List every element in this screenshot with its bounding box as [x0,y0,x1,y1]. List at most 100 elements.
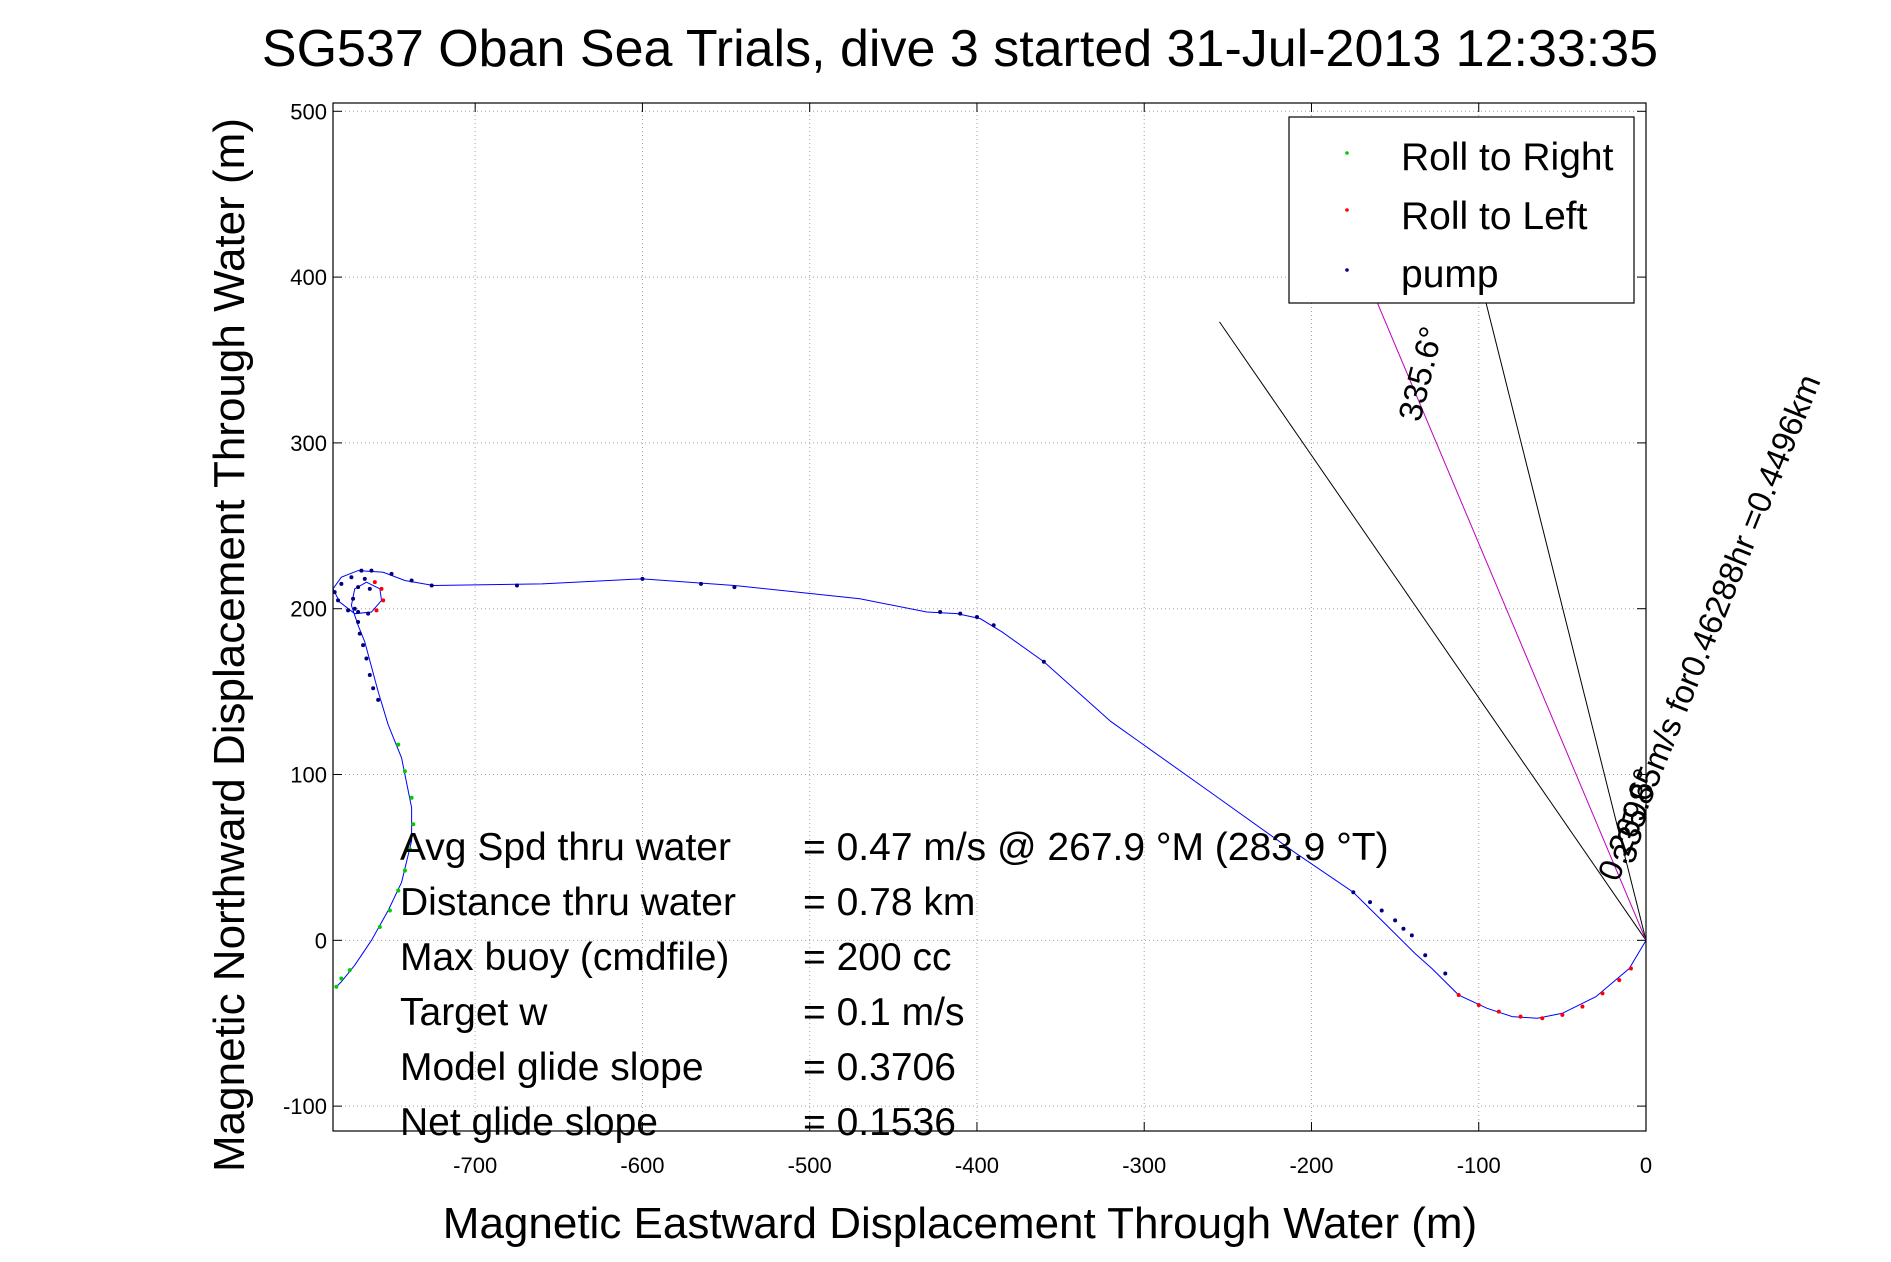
pump-point [371,686,376,691]
pump-point [357,631,362,636]
annotation-value-distance: = 0.78 km [803,881,975,924]
roll-right-point [347,968,352,973]
pump-point [1393,918,1398,923]
pump-point [351,596,356,601]
legend-label-roll-right: Roll to Right [1401,136,1614,179]
roll-left-point [1518,1014,1523,1019]
roll-left-point [381,598,386,603]
data-points [332,568,1633,1021]
annotation-label-target-w: Target w [400,991,548,1034]
grid-lines [333,103,1646,1131]
roll-right-point [387,908,392,913]
annotation-label-max-buoy: Max buoy (cmdfile) [400,936,729,979]
annotation-value-avg-speed: = 0.47 m/s @ 267.9 °M (283.9 °T) [803,826,1389,869]
reference-lines [1219,273,1647,941]
roll-right-point [396,888,401,893]
pump-point [362,576,367,581]
pump-point [366,611,371,616]
annotation-label-net-glide-slope: Net glide slope [400,1101,658,1144]
chart-title: SG537 Oban Sea Trials, dive 3 started 31… [262,20,1658,78]
roll-right-point [377,925,382,930]
x-tick-label: -500 [788,1153,832,1178]
pump-point [359,568,364,573]
pump-point [698,581,703,586]
roll-left-point [1560,1012,1565,1017]
x-axis-label: Magnetic Eastward Displacement Through W… [443,1199,1477,1248]
pump-point [367,673,372,678]
x-tick-label: -700 [453,1153,497,1178]
y-tick-label: 400 [290,265,327,290]
pump-point [356,619,361,624]
pump-point [409,578,414,583]
legend-label-pump: pump [1401,253,1499,296]
pump-point [1041,659,1046,664]
roll-left-point [374,608,379,613]
x-tick-label: -300 [1122,1153,1166,1178]
roll-right-point [402,868,407,873]
x-tick-label: -400 [955,1153,999,1178]
x-tick-label: 0 [1640,1153,1652,1178]
roll-left-point [1580,1004,1585,1009]
annotation-label-model-glide-slope: Model glide slope [400,1046,704,1089]
pump-point [367,586,372,591]
pump-point [352,606,357,611]
x-tick-label: -200 [1289,1153,1333,1178]
roll-left-point [1496,1009,1501,1014]
pump-point [349,575,354,580]
roll-left-point [1476,1002,1481,1007]
y-tick-label: 200 [290,597,327,622]
annotation-value-net-glide-slope: = 0.1536 [803,1101,956,1144]
roll-right-point [407,847,412,852]
roll-left-point [1617,978,1622,983]
tick-labels: -700 -600 -500 -400 -300 -200 -100 0 -100 0 100 200… [283,99,1652,1178]
glider-track-line [332,570,1647,1019]
roll-right-point [402,769,407,774]
roll-left-point [379,586,384,591]
roll-left-point [372,580,377,585]
roll-right-point [411,822,416,827]
pump-point [1409,933,1414,938]
roll-right-point [339,976,344,981]
y-tick-label: 500 [290,99,327,124]
legend-marker-roll-right [1345,151,1349,155]
annotation-value-target-w: = 0.1 m/s [803,991,964,1034]
pump-point [1351,890,1356,895]
pump-point [1379,908,1384,913]
pump-point [389,571,394,576]
pump-point [356,610,361,615]
pump-point [346,608,351,613]
roll-left-point [1600,991,1605,996]
axes-box [332,102,1647,1132]
pump-point [514,583,519,588]
pump-point [991,623,996,628]
pump-point [1443,971,1448,976]
pump-point [429,583,434,588]
roll-left-point [1628,966,1633,971]
annotation-value-max-buoy: = 200 cc [803,936,952,979]
x-tick-label: -600 [620,1153,664,1178]
y-axis-label: Magnetic Northward Displacement Through … [205,118,254,1172]
pump-point [1423,953,1428,958]
pump-point [938,610,943,615]
annotation-label-distance: Distance thru water [400,881,736,924]
pump-point [356,585,361,590]
pump-point [958,611,963,616]
pump-point [336,598,341,603]
y-tick-label: -100 [283,1094,327,1119]
annotation-label-avg-speed: Avg Spd thru water [400,826,731,869]
legend-marker-roll-left [1345,208,1349,212]
pump-point [732,585,737,590]
pump-point [332,590,337,595]
y-tick-label: 300 [290,431,327,456]
annotation-value-model-glide-slope: = 0.3706 [803,1046,956,1089]
legend: Roll to Right Roll to Left pump [1288,116,1635,304]
roll-right-point [334,984,339,989]
pump-point [361,643,366,648]
axis-ticks [333,103,1647,1131]
legend-marker-pump [1345,268,1349,272]
pump-point [640,576,645,581]
pump-point [376,697,381,702]
y-tick-label: 0 [315,928,327,953]
pump-point [339,581,344,586]
